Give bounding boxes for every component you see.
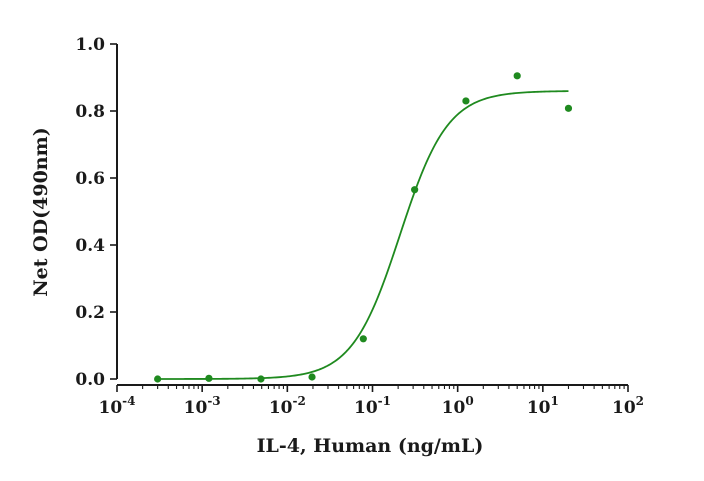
y-tick-label: 0.4: [75, 236, 105, 256]
data-point: [205, 374, 213, 382]
y-tick-label: 0.2: [75, 303, 105, 323]
data-point: [462, 97, 470, 105]
fit-curve: [157, 90, 569, 380]
data-point: [154, 375, 162, 383]
data-point: [411, 186, 419, 194]
x-tick-label: 10-3: [184, 394, 221, 418]
y-axis: 0.0 0.2 0.4 0.6 0.8 1.0: [75, 35, 118, 390]
y-tick-label: 0.0: [75, 370, 105, 390]
data-point: [257, 375, 265, 383]
y-tick-label: 1.0: [75, 35, 105, 55]
y-tick-label: 0.6: [75, 169, 105, 189]
x-tick-label: 101: [527, 394, 559, 418]
data-point: [564, 104, 573, 112]
x-tick-label: 10-1: [354, 394, 391, 418]
x-tick-label: 10-4: [98, 394, 135, 418]
y-tick-label: 0.8: [75, 102, 105, 122]
x-tick-label: 100: [442, 394, 474, 418]
x-tick-label: 10-2: [269, 394, 306, 418]
data-point: [359, 335, 367, 343]
data-point: [513, 72, 521, 80]
x-axis-title: IL-4, Human (ng/mL): [257, 435, 484, 457]
x-tick-label: 102: [612, 394, 644, 418]
y-axis-title: Net OD(490nm): [30, 127, 52, 296]
x-axis: 10-4 10-3 10-2 10-1 100 101 102: [98, 384, 644, 418]
data-point: [308, 373, 316, 381]
